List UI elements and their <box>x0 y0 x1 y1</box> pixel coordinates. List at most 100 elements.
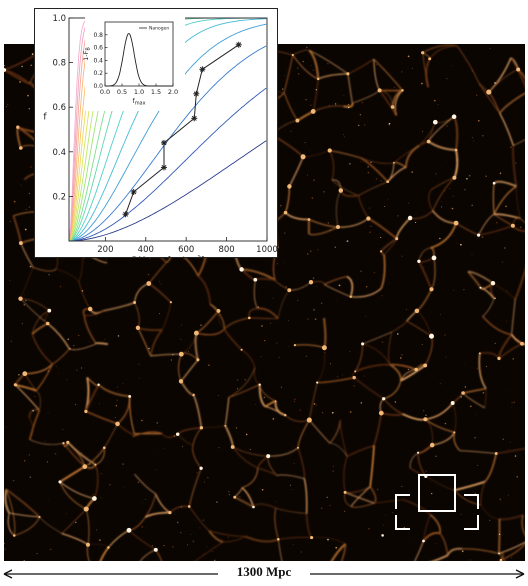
filament <box>344 492 352 507</box>
speckle <box>176 521 179 524</box>
filament <box>139 549 157 561</box>
speckle <box>425 470 427 472</box>
filament <box>498 92 525 114</box>
speckle <box>76 369 78 371</box>
speckle <box>216 501 218 503</box>
speckle <box>204 481 206 483</box>
speckle <box>13 200 16 203</box>
speckle <box>473 140 475 142</box>
filament <box>484 388 487 408</box>
speckle <box>288 345 290 347</box>
halo-node <box>414 308 420 314</box>
background-curve <box>68 45 267 242</box>
halo-node <box>115 421 120 427</box>
halo-node <box>84 409 88 414</box>
halo-node <box>452 175 457 180</box>
halo-node <box>520 341 524 346</box>
filament <box>514 267 525 300</box>
halo-node <box>414 367 418 372</box>
speckle <box>323 191 325 193</box>
halo-node <box>153 547 158 552</box>
filament <box>283 54 294 93</box>
speckle <box>237 388 238 390</box>
data-point <box>130 188 137 195</box>
filament <box>512 145 518 187</box>
filament <box>478 213 495 236</box>
speckle <box>504 247 506 249</box>
main-series <box>122 41 242 218</box>
speckle <box>63 445 66 448</box>
filament <box>316 347 326 383</box>
speckle <box>329 504 331 506</box>
halo-node <box>178 379 184 384</box>
speckle <box>360 161 362 163</box>
speckle <box>363 124 366 126</box>
data-point <box>160 139 167 146</box>
speckle <box>326 496 328 498</box>
speckle <box>431 492 433 495</box>
speckle <box>513 401 515 403</box>
filament <box>253 367 260 385</box>
filament <box>478 83 501 114</box>
filament <box>303 478 308 514</box>
halo-node <box>97 383 100 387</box>
filament <box>484 453 498 483</box>
filament <box>324 275 348 286</box>
speckle <box>469 559 472 561</box>
speckle <box>480 369 482 371</box>
speckle <box>109 484 111 486</box>
speckle <box>15 147 16 149</box>
filament <box>308 49 320 80</box>
filament <box>228 367 256 398</box>
filament <box>241 349 256 368</box>
speckle <box>202 519 204 521</box>
speckle <box>81 452 83 454</box>
speckle <box>261 325 263 327</box>
speckle <box>501 261 504 263</box>
speckle <box>410 538 412 540</box>
speckle <box>30 64 32 66</box>
data-point <box>122 211 129 218</box>
halo-node <box>233 495 237 499</box>
speckle <box>9 220 11 223</box>
speckle <box>370 225 372 227</box>
filament <box>343 456 348 493</box>
speckle <box>296 299 299 302</box>
speckle <box>149 257 151 260</box>
speckle <box>114 417 116 419</box>
filament <box>28 408 40 418</box>
speckle <box>327 222 329 224</box>
filament <box>308 419 331 444</box>
halo-node <box>346 72 350 76</box>
speckle <box>187 544 189 546</box>
speckle <box>122 463 124 465</box>
halo-node <box>19 146 23 150</box>
filament <box>519 218 525 223</box>
speckle <box>436 543 438 545</box>
speckle <box>380 180 382 182</box>
speckle <box>460 396 462 398</box>
halo-node <box>450 401 455 405</box>
speckle <box>275 342 278 345</box>
filament <box>500 543 525 561</box>
filament <box>381 412 404 417</box>
halo-node <box>498 552 500 555</box>
speckle <box>341 374 344 376</box>
speckle <box>285 286 287 288</box>
halo-node <box>431 255 437 261</box>
halo-node <box>310 536 314 540</box>
speckle <box>54 452 57 455</box>
speckle <box>104 338 106 341</box>
speckle <box>81 367 83 369</box>
speckle <box>66 379 68 381</box>
filament <box>362 331 392 345</box>
speckle <box>178 326 180 328</box>
filament <box>462 387 487 394</box>
speckle <box>476 94 478 96</box>
speckle <box>347 103 350 106</box>
filament <box>340 543 347 561</box>
sub-chart-background <box>85 13 185 111</box>
speckle <box>191 393 193 396</box>
filament <box>350 502 375 508</box>
speckle <box>160 283 162 285</box>
